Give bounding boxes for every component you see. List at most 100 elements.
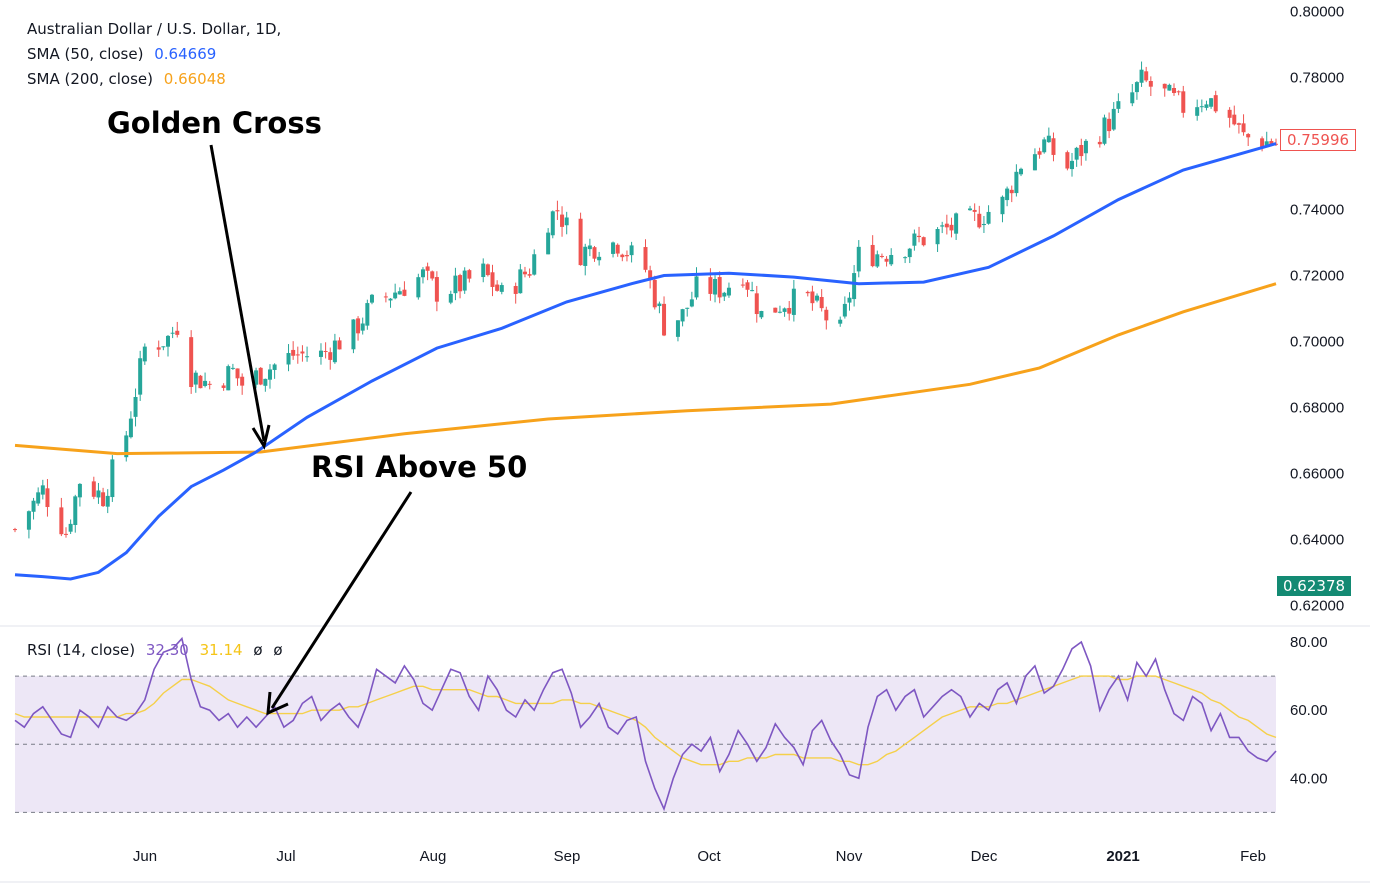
candle-body [870,244,875,267]
candle-body [40,485,45,495]
x-tick-label: Feb [1240,848,1266,865]
rsi-line [14,636,1277,812]
candle-body [328,352,333,360]
rsi-tick-label: 80.00 [1290,634,1328,651]
sma200-line [14,282,1277,456]
candle-body [713,278,718,295]
rsi-above-arrowhead [266,691,289,716]
candle-body [1172,87,1177,93]
annotation-arrows [209,144,413,716]
y-tick-label: 0.64000 [1290,531,1344,548]
candle-body [369,294,374,303]
candle-body [462,270,467,291]
candle-body [1148,81,1153,87]
candle-body [165,335,170,347]
candle-body [1111,108,1116,130]
candle-body [434,277,439,302]
rsi-band-fill [15,676,1276,813]
candle-body [1000,196,1005,215]
candle-body [1204,104,1209,108]
candle-body [875,254,880,267]
candle-body [402,289,407,296]
candle-body [1009,189,1014,194]
candle-body [142,346,147,362]
candle-body [722,292,727,297]
candle-body [170,332,175,334]
candle-body [750,290,755,292]
candle-body [513,286,518,294]
candle-body [138,358,143,395]
candle-body [1107,118,1112,132]
candle-body [680,309,685,322]
candle-body [1176,91,1181,93]
candle-body [156,347,161,350]
candle-body [226,366,231,391]
candle-body [954,213,959,234]
candle-body [272,364,277,370]
candle-body [546,232,551,255]
candle-body [420,269,425,278]
candle-body [1167,84,1172,91]
candle-body [555,210,560,212]
candle-body [1102,117,1107,144]
candle-body [620,254,625,258]
candle-body [884,258,889,262]
candle-body [754,293,759,315]
candle-body [1181,91,1186,113]
candle-body [1019,168,1024,175]
candle-body [624,255,629,257]
y-tick-label: 0.68000 [1290,399,1344,416]
candle-body [652,279,657,308]
last-price-tag: 0.75996 [1280,129,1357,151]
candle-body [560,214,565,227]
candle-body [977,213,982,228]
candle-body [773,307,778,313]
candle-body [1070,160,1075,170]
candle-body [263,378,268,386]
x-tick-label: Jul [276,848,295,865]
candle-body [1227,109,1232,118]
candle-body [615,244,620,254]
candle-body [1116,101,1121,109]
candle-body [759,311,764,318]
candle-body [986,211,991,224]
candle-body [935,229,940,245]
x-tick-label: 2021 [1106,848,1139,865]
candle-body [467,270,472,279]
sma200-value: 0.66048 [163,70,226,88]
rsi-band-layer [15,675,1276,813]
low-price-tag: 0.62378 [1277,576,1352,596]
candle-body [161,346,166,348]
candle-body [258,367,263,385]
candle-body [968,208,973,211]
rsi-legend: RSI (14, close) 32.30 31.14 ø ø [27,641,289,659]
rsi-tick-label: 40.00 [1290,770,1328,787]
candle-body [105,495,110,507]
candle-body [782,308,787,312]
candle-body [175,330,180,335]
candle-body [198,375,203,389]
candle-body [91,481,96,497]
candle-body [1032,154,1037,171]
candle-body [1264,141,1269,146]
candle-body [1232,114,1237,125]
candle-body [879,255,884,257]
candle-body [68,523,73,532]
candle-body [1005,188,1010,201]
candle-body [485,264,490,276]
candle-body [921,237,926,246]
candle-body [397,291,402,295]
candle-body [458,275,463,292]
candle-body [36,492,41,504]
candle-body [940,225,945,227]
axis-layer: 0.800000.780000.760000.740000.720000.700… [133,4,1344,865]
candle-body [453,275,458,294]
candle-body [852,273,857,300]
candle-body [791,288,796,315]
candle-body [810,291,815,304]
candle-body [388,298,393,301]
golden-cross-arrowhead [251,424,271,450]
candle-body [740,284,745,286]
candle-body [1209,98,1214,107]
candle-body [203,380,208,386]
